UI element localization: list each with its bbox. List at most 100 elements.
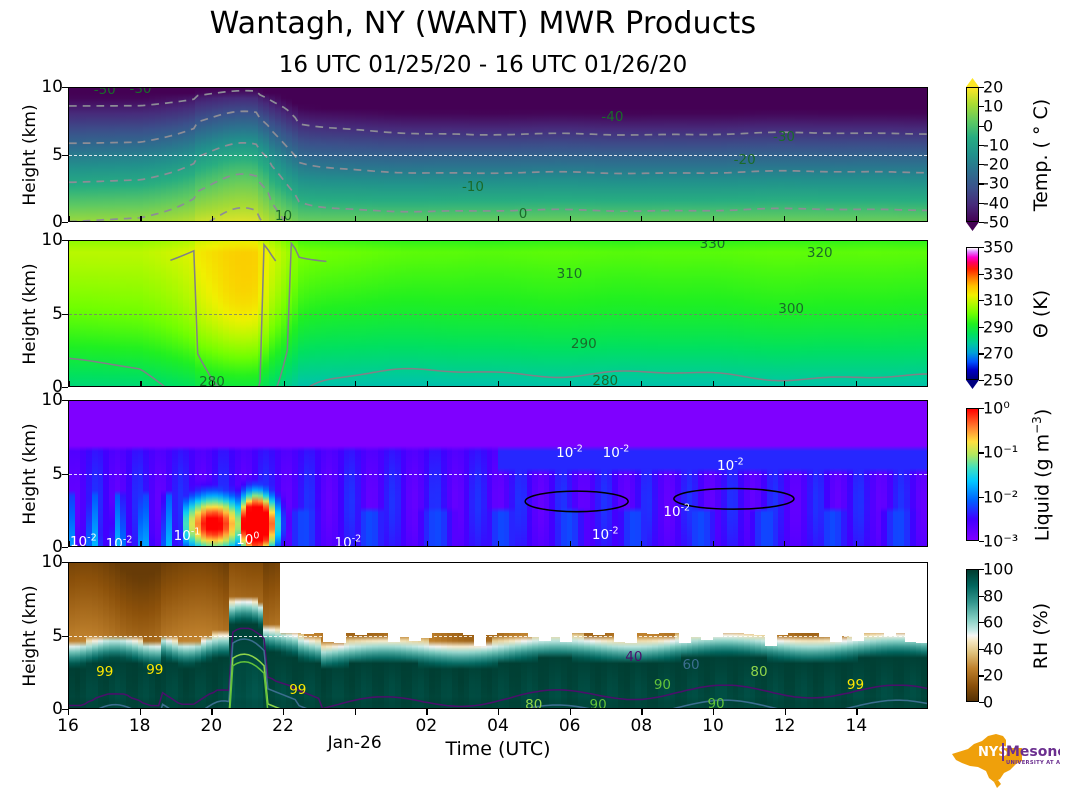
y-axis-tick-label: 5 — [52, 144, 63, 165]
contour-label: 10-2 — [663, 502, 691, 520]
x-axis-tick-mark — [283, 709, 285, 715]
missing-data-edge — [829, 563, 842, 643]
y-axis-tick-mark — [62, 400, 68, 402]
colorbar-tick-mark — [979, 183, 984, 185]
y-axis-label: Height (km) — [20, 262, 40, 365]
missing-data-edge — [776, 563, 789, 636]
colorbar-title: Temp. ( ° C) — [1030, 98, 1052, 211]
missing-data-edge — [819, 563, 832, 638]
five-km-reference-line — [69, 154, 927, 156]
logo-university-text: UNIVERSITY AT ALBANY — [1006, 760, 1060, 766]
missing-data-edge — [571, 563, 584, 630]
contour-label: 10-2 — [105, 534, 133, 547]
five-km-reference-line — [69, 635, 927, 637]
missing-data-edge — [883, 563, 896, 637]
new-york-state-shape — [952, 734, 1022, 782]
x-axis-tick-mark — [640, 216, 643, 221]
missing-data-edge — [301, 563, 314, 635]
colorbar-tick-label: 40 — [983, 639, 1004, 659]
missing-data-edge — [387, 563, 400, 643]
missing-data-edge — [614, 563, 627, 643]
x-axis-tick-mark — [140, 216, 142, 221]
contour-line — [69, 241, 327, 386]
y-axis-tick-label: 0 — [52, 212, 63, 232]
y-axis-label: Height (km) — [20, 103, 40, 206]
x-axis-tick-mark — [569, 709, 571, 715]
colorbar-tick-label: -50 — [983, 212, 1010, 232]
colorbar-tick-mark — [979, 326, 984, 328]
x-axis-tick-mark — [283, 381, 285, 386]
missing-data-edge — [560, 563, 573, 642]
page-title: Wantagh, NY (WANT) MWR Products — [209, 6, 757, 41]
contour-label: 10-1 — [173, 526, 201, 544]
x-axis-tick-mark — [211, 541, 214, 546]
contour-label: -50 — [93, 87, 116, 98]
five-km-reference-line — [69, 473, 927, 475]
y-axis-label: Height (km) — [20, 584, 40, 687]
missing-data-edge — [495, 563, 508, 633]
contour-line — [69, 89, 927, 136]
missing-data-edge — [678, 563, 692, 643]
contour-label: -30 — [129, 87, 152, 97]
colorbar-tick-label: 0 — [983, 692, 994, 712]
missing-data-edge — [916, 563, 927, 644]
missing-data-edge — [527, 563, 541, 638]
missing-data-edge — [765, 563, 778, 647]
relative_humidity-contours — [69, 627, 927, 708]
colorbar-tick-mark — [979, 380, 984, 382]
contour-label: -20 — [733, 151, 756, 168]
missing-data-edge — [409, 563, 422, 641]
x-axis-tick-label: 10 — [702, 716, 724, 736]
colorbar-tick-label: -10 — [983, 135, 1010, 155]
potential_temperature-contours — [69, 241, 927, 386]
logo-mesonet-text: Mesonet — [1006, 744, 1060, 760]
contour-line — [69, 110, 927, 175]
colorbar-tick-label: 20 — [983, 77, 1004, 97]
x-axis-label: Time (UTC) — [445, 738, 551, 760]
missing-data-edge — [592, 563, 605, 636]
contour-label: 90 — [589, 697, 607, 709]
x-axis-tick-mark — [498, 216, 500, 221]
x-axis-tick-label: 06 — [558, 716, 581, 736]
colorbar-tick-mark — [979, 452, 984, 454]
contour-label: 80 — [525, 697, 543, 709]
y-axis-tick-mark — [62, 154, 68, 156]
colorbar-extend-top — [966, 238, 979, 247]
missing-data-edge — [657, 563, 670, 628]
y-axis-tick-mark — [62, 709, 68, 711]
colorbar-tick-mark — [979, 541, 984, 543]
contour-label: 280 — [199, 374, 225, 386]
missing-data-edge — [538, 563, 551, 642]
colorbar-tick-label: 10⁻² — [983, 487, 1019, 507]
contour-label: -30 — [772, 128, 796, 145]
missing-data-edge — [700, 563, 713, 640]
x-axis-tick-label: 18 — [128, 716, 151, 736]
x-axis-tick-mark — [498, 381, 500, 386]
missing-data-edge — [668, 563, 681, 629]
colorbar-tick-mark — [979, 222, 984, 224]
y-axis-label: Height (km) — [20, 422, 40, 525]
x-axis-tick-mark — [569, 381, 571, 386]
missing-data-edge — [894, 563, 907, 633]
missing-data-edge — [797, 563, 810, 633]
colorbar-tick-mark — [979, 87, 984, 89]
five-km-reference-line — [69, 313, 927, 315]
x-axis-tick-mark — [211, 709, 213, 715]
colorbar-extend-top — [966, 78, 979, 87]
colorbar-tick-label: 0 — [983, 116, 994, 136]
colorbar-tick-label: 10 — [983, 96, 1004, 116]
x-axis-tick-mark — [712, 381, 714, 386]
missing-data-edge — [420, 563, 433, 638]
contour-label: 90 — [707, 696, 725, 709]
x-axis-tick-mark — [69, 381, 71, 386]
missing-data-edge — [355, 563, 368, 636]
contour-label: 10-2 — [717, 456, 744, 474]
missing-data-edge — [862, 563, 875, 630]
contour-label: 10-2 — [69, 532, 97, 547]
colorbar-tick-label: 20 — [983, 665, 1004, 685]
colorbar-tick-mark — [979, 648, 984, 650]
colorbar-tick-label: 330 — [983, 264, 1014, 284]
y-axis-tick-label: 0 — [52, 537, 63, 557]
y-axis-tick-label: 0 — [52, 377, 63, 397]
y-axis-tick-mark — [62, 222, 68, 224]
